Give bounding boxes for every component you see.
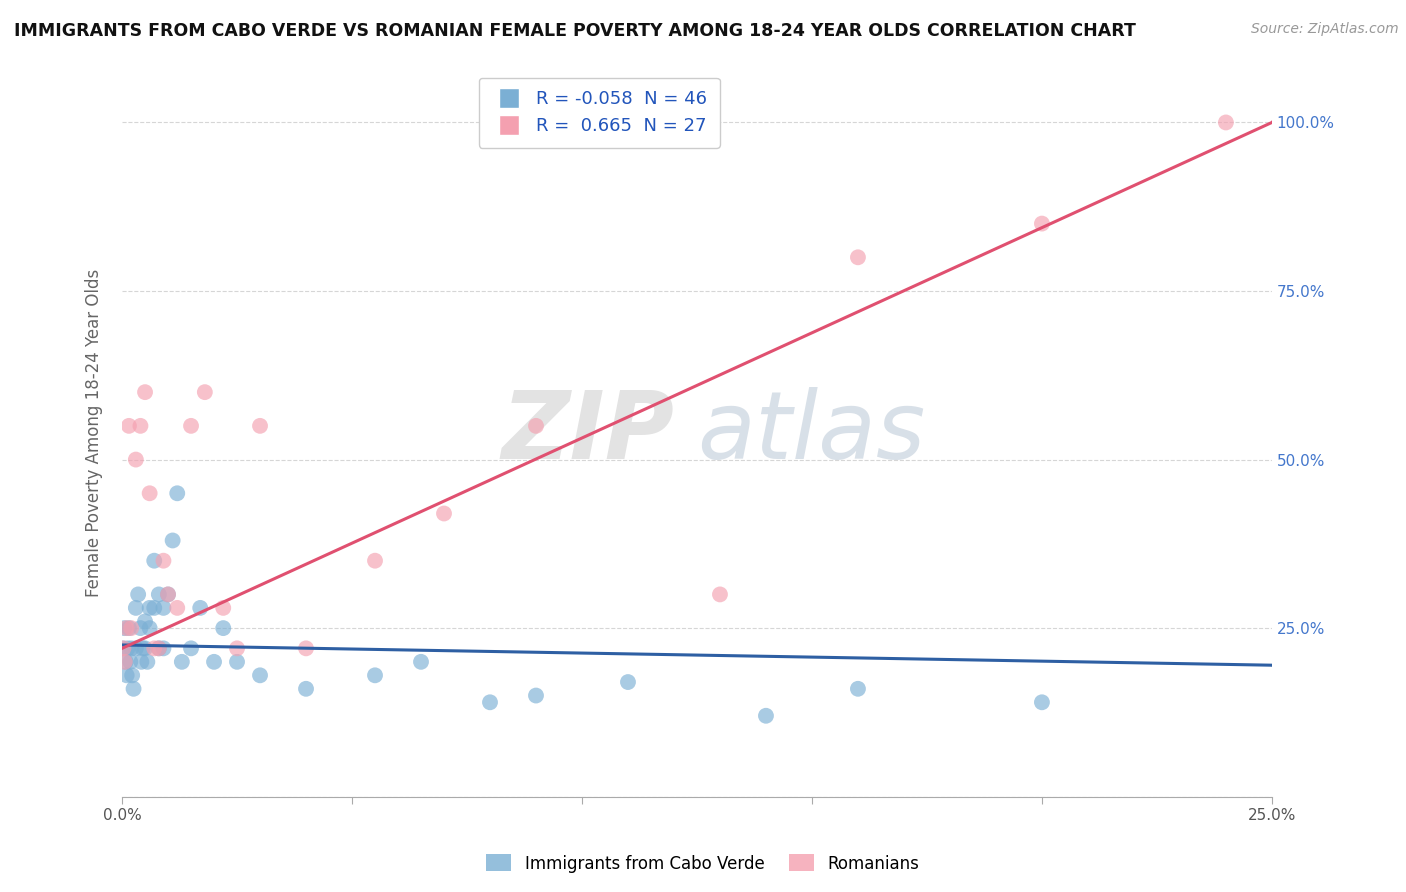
Point — [118, 418, 141, 433]
Legend: R = -0.058  N = 46, R =  0.665  N = 27: R = -0.058 N = 46, R = 0.665 N = 27 — [478, 78, 720, 148]
Point — [709, 587, 731, 601]
Point — [249, 418, 271, 433]
Point — [212, 600, 235, 615]
Point — [152, 554, 174, 568]
Point — [524, 689, 547, 703]
Text: IMMIGRANTS FROM CABO VERDE VS ROMANIAN FEMALE POVERTY AMONG 18-24 YEAR OLDS CORR: IMMIGRANTS FROM CABO VERDE VS ROMANIAN F… — [14, 22, 1136, 40]
Point — [162, 533, 184, 548]
Point — [202, 655, 225, 669]
Point — [143, 554, 166, 568]
Point — [226, 655, 249, 669]
Point — [125, 641, 148, 656]
Point — [166, 600, 188, 615]
Point — [122, 681, 145, 696]
Point — [129, 621, 152, 635]
Point — [617, 675, 640, 690]
Point — [1031, 217, 1053, 231]
Point — [524, 418, 547, 433]
Point — [364, 554, 387, 568]
Point — [125, 600, 148, 615]
Point — [134, 615, 156, 629]
Point — [111, 641, 134, 656]
Point — [249, 668, 271, 682]
Point — [180, 641, 202, 656]
Point — [212, 621, 235, 635]
Point — [295, 641, 318, 656]
Point — [226, 641, 249, 656]
Point — [755, 708, 778, 723]
Point — [148, 641, 170, 656]
Point — [409, 655, 432, 669]
Point — [143, 641, 166, 656]
Point — [479, 695, 502, 709]
Point — [127, 587, 149, 601]
Point — [148, 641, 170, 656]
Point — [188, 600, 211, 615]
Y-axis label: Female Poverty Among 18-24 Year Olds: Female Poverty Among 18-24 Year Olds — [86, 268, 103, 597]
Point — [1031, 695, 1053, 709]
Point — [152, 641, 174, 656]
Point — [846, 681, 869, 696]
Point — [1215, 115, 1237, 129]
Point — [166, 486, 188, 500]
Text: ZIP: ZIP — [501, 386, 673, 479]
Point — [143, 600, 166, 615]
Point — [120, 655, 142, 669]
Point — [115, 621, 138, 635]
Point — [170, 655, 193, 669]
Point — [138, 621, 160, 635]
Point — [295, 681, 318, 696]
Point — [132, 641, 155, 656]
Point — [129, 418, 152, 433]
Point — [134, 385, 156, 400]
Point — [121, 668, 143, 682]
Point — [112, 621, 135, 635]
Point — [131, 655, 153, 669]
Point — [152, 600, 174, 615]
Point — [138, 600, 160, 615]
Point — [117, 641, 139, 656]
Text: Source: ZipAtlas.com: Source: ZipAtlas.com — [1251, 22, 1399, 37]
Point — [115, 668, 138, 682]
Legend: Immigrants from Cabo Verde, Romanians: Immigrants from Cabo Verde, Romanians — [479, 847, 927, 880]
Point — [118, 621, 141, 635]
Point — [138, 486, 160, 500]
Point — [364, 668, 387, 682]
Text: atlas: atlas — [697, 387, 925, 478]
Point — [114, 655, 136, 669]
Point — [125, 452, 148, 467]
Point — [112, 641, 135, 656]
Point — [157, 587, 180, 601]
Point — [433, 507, 456, 521]
Point — [157, 587, 180, 601]
Point — [120, 621, 142, 635]
Point — [846, 250, 869, 264]
Point — [194, 385, 217, 400]
Point — [136, 655, 159, 669]
Point — [134, 641, 156, 656]
Point — [148, 587, 170, 601]
Point — [120, 641, 142, 656]
Point — [114, 655, 136, 669]
Point — [180, 418, 202, 433]
